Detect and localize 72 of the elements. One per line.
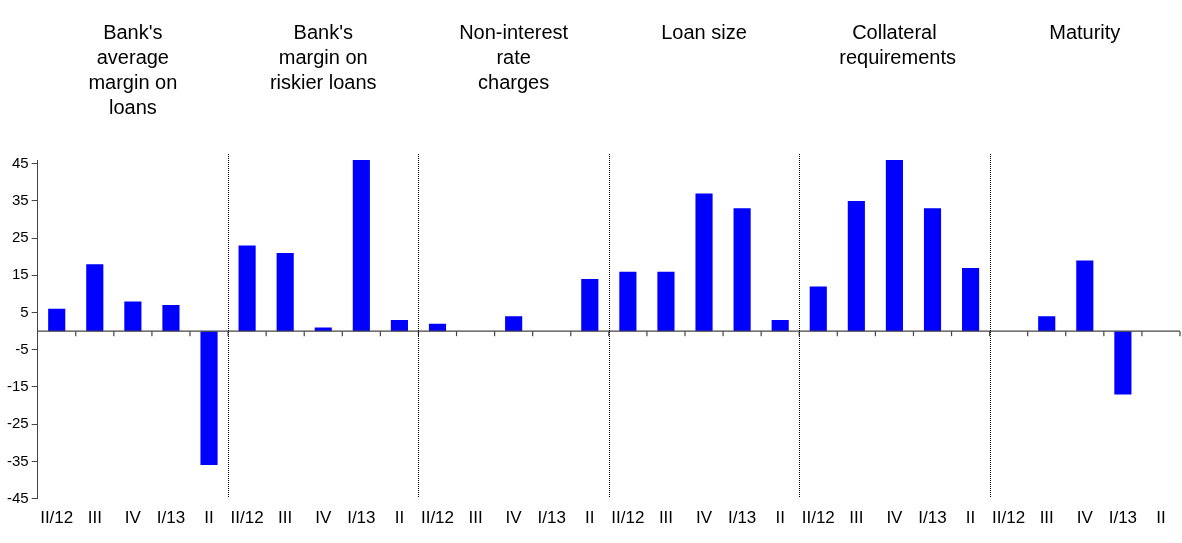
- x-tick-label: IV: [315, 508, 332, 528]
- bar: [657, 271, 675, 332]
- y-tick-label: -25: [6, 414, 29, 432]
- y-tick-label: 15: [11, 265, 29, 283]
- y-tick-label: -15: [6, 377, 29, 395]
- x-tick-label: II: [775, 508, 785, 528]
- bar: [314, 327, 332, 332]
- x-tick-label: III: [658, 508, 674, 528]
- x-tick-label: III: [849, 508, 864, 528]
- x-tick-label: III: [87, 508, 102, 528]
- bar: [962, 267, 980, 332]
- bar: [428, 323, 447, 332]
- text: Collateral requirements: [839, 20, 956, 70]
- x-tick-label: I/13: [156, 508, 186, 528]
- bar: [695, 193, 713, 332]
- bar: [1114, 331, 1132, 395]
- bar: [771, 320, 789, 332]
- x-tick-label: IV: [886, 508, 904, 528]
- bar: [809, 286, 827, 332]
- x-tick-label: II: [1156, 508, 1166, 528]
- bar: [86, 264, 104, 332]
- bar: [48, 308, 66, 332]
- bar: [162, 305, 180, 332]
- bar: [619, 271, 637, 332]
- x-tick-label: IV: [124, 508, 142, 528]
- x-tick-label: II/12: [230, 508, 264, 528]
- x-tick-label: II: [965, 508, 976, 528]
- x-tick-label: III: [468, 508, 483, 528]
- y-tick-label: -45: [6, 488, 29, 506]
- bar: [238, 245, 256, 332]
- y-tick-label: 45: [11, 153, 29, 171]
- x-tick-label: II: [585, 508, 595, 528]
- y-tick-label: 35: [11, 191, 29, 209]
- bar: [733, 208, 751, 332]
- x-tick-label: I/13: [918, 508, 947, 528]
- bar: [505, 316, 523, 332]
- x-tick-label: I/13: [347, 508, 376, 528]
- bar: [923, 208, 942, 332]
- text: Non-interest rate charges: [458, 20, 569, 95]
- text: Maturity: [1048, 20, 1122, 45]
- bar: [847, 200, 865, 332]
- x-tick-label: IV: [1076, 508, 1094, 528]
- y-tick-label: 25: [11, 228, 29, 246]
- bar: [581, 279, 599, 332]
- x-tick-label: I/13: [727, 508, 757, 528]
- x-tick-label: II: [204, 508, 214, 528]
- x-tick-label: II/12: [801, 508, 835, 528]
- bar: [885, 160, 903, 332]
- text: Loan size: [660, 20, 748, 45]
- bar: [1076, 260, 1094, 332]
- bar: [1038, 316, 1056, 332]
- x-tick-label: IV: [505, 508, 523, 528]
- x-tick-label: II/12: [40, 508, 74, 528]
- x-tick-label: IV: [696, 508, 713, 528]
- x-tick-label: III: [278, 508, 293, 528]
- x-tick-label: III: [1039, 508, 1054, 528]
- text: Bank's average margin on loans: [87, 20, 179, 120]
- x-tick-label: II/12: [992, 508, 1026, 528]
- x-tick-label: II/12: [420, 508, 455, 528]
- bar: [200, 331, 218, 466]
- x-tick-label: II/12: [611, 508, 645, 528]
- y-tick-label: -5: [15, 339, 29, 357]
- x-tick-label: I/13: [1108, 508, 1138, 528]
- y-tick-label: -35: [6, 451, 29, 469]
- x-tick-label: I/13: [537, 508, 566, 528]
- bar: [352, 160, 370, 332]
- y-tick-label: 5: [20, 302, 29, 320]
- bar: [390, 320, 408, 332]
- bar: [124, 301, 142, 332]
- x-tick-label: II: [394, 508, 405, 528]
- text: Bank's margin on riskier loans: [268, 20, 378, 95]
- bar: [276, 253, 294, 332]
